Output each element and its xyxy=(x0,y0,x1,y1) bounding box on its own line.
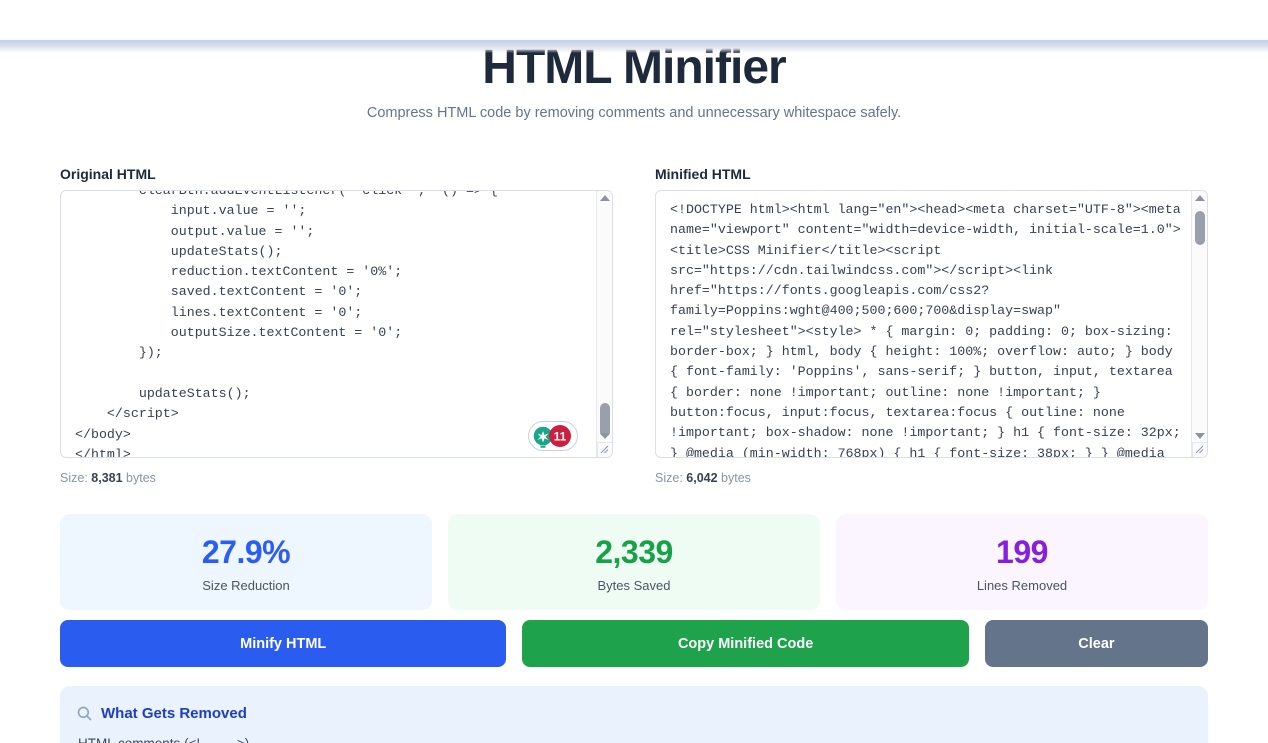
svg-text:11: 11 xyxy=(554,430,567,444)
